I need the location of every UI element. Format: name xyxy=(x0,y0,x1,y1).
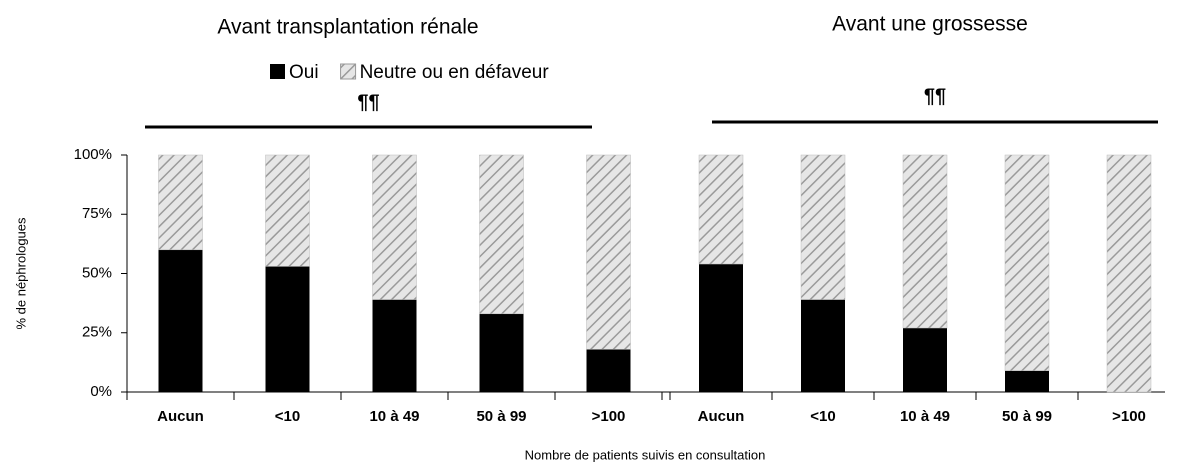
y-tick-label: 50% xyxy=(82,264,112,281)
bar-segment xyxy=(586,349,631,392)
bar-segment xyxy=(372,299,417,392)
y-axis-label: % de néphrologues xyxy=(13,217,28,330)
bar-segment xyxy=(158,154,203,251)
x-tick-label: 50 à 99 xyxy=(476,408,526,425)
bar-segment xyxy=(800,154,846,300)
annotation: ¶¶ xyxy=(357,91,379,113)
legend-label: Oui xyxy=(289,62,319,83)
bar-segment xyxy=(1004,154,1050,371)
x-tick-label: <10 xyxy=(275,408,300,425)
bar-segment xyxy=(265,266,310,392)
bar-segment xyxy=(1106,154,1152,393)
bar-segment xyxy=(1005,370,1049,392)
y-tick-label: 25% xyxy=(82,324,112,341)
bar-segment xyxy=(699,264,743,392)
bar-segment xyxy=(158,249,203,392)
bar-segment xyxy=(698,154,744,265)
y-tick-label: 100% xyxy=(74,146,112,163)
x-tick-label: >100 xyxy=(1112,408,1146,425)
legend-swatch xyxy=(340,63,357,80)
bar-segment xyxy=(801,299,845,392)
chart-title: Avant transplantation rénale xyxy=(217,16,478,39)
y-tick-label: 0% xyxy=(90,383,112,400)
x-tick-label: Aucun xyxy=(157,408,204,425)
bar-segment xyxy=(372,154,417,300)
x-tick-label: <10 xyxy=(810,408,835,425)
chart-title: Avant une grossesse xyxy=(832,13,1028,36)
y-tick-label: 75% xyxy=(82,205,112,222)
x-tick-label: 10 à 49 xyxy=(900,408,950,425)
x-tick-label: 10 à 49 xyxy=(369,408,419,425)
bar-segment xyxy=(586,154,631,350)
bar-segment xyxy=(903,328,947,392)
x-tick-label: Aucun xyxy=(698,408,745,425)
bar-segment xyxy=(479,313,524,392)
bar-segment xyxy=(265,154,310,267)
bar-segment xyxy=(902,154,948,329)
x-axis-label: Nombre de patients suivis en consultatio… xyxy=(525,447,766,462)
x-tick-label: 50 à 99 xyxy=(1002,408,1052,425)
x-tick-label: >100 xyxy=(592,408,626,425)
legend-swatch xyxy=(270,64,285,79)
bar-segment xyxy=(479,154,524,315)
legend-label: Neutre ou en défaveur xyxy=(360,62,550,83)
annotation: ¶¶ xyxy=(924,85,946,107)
